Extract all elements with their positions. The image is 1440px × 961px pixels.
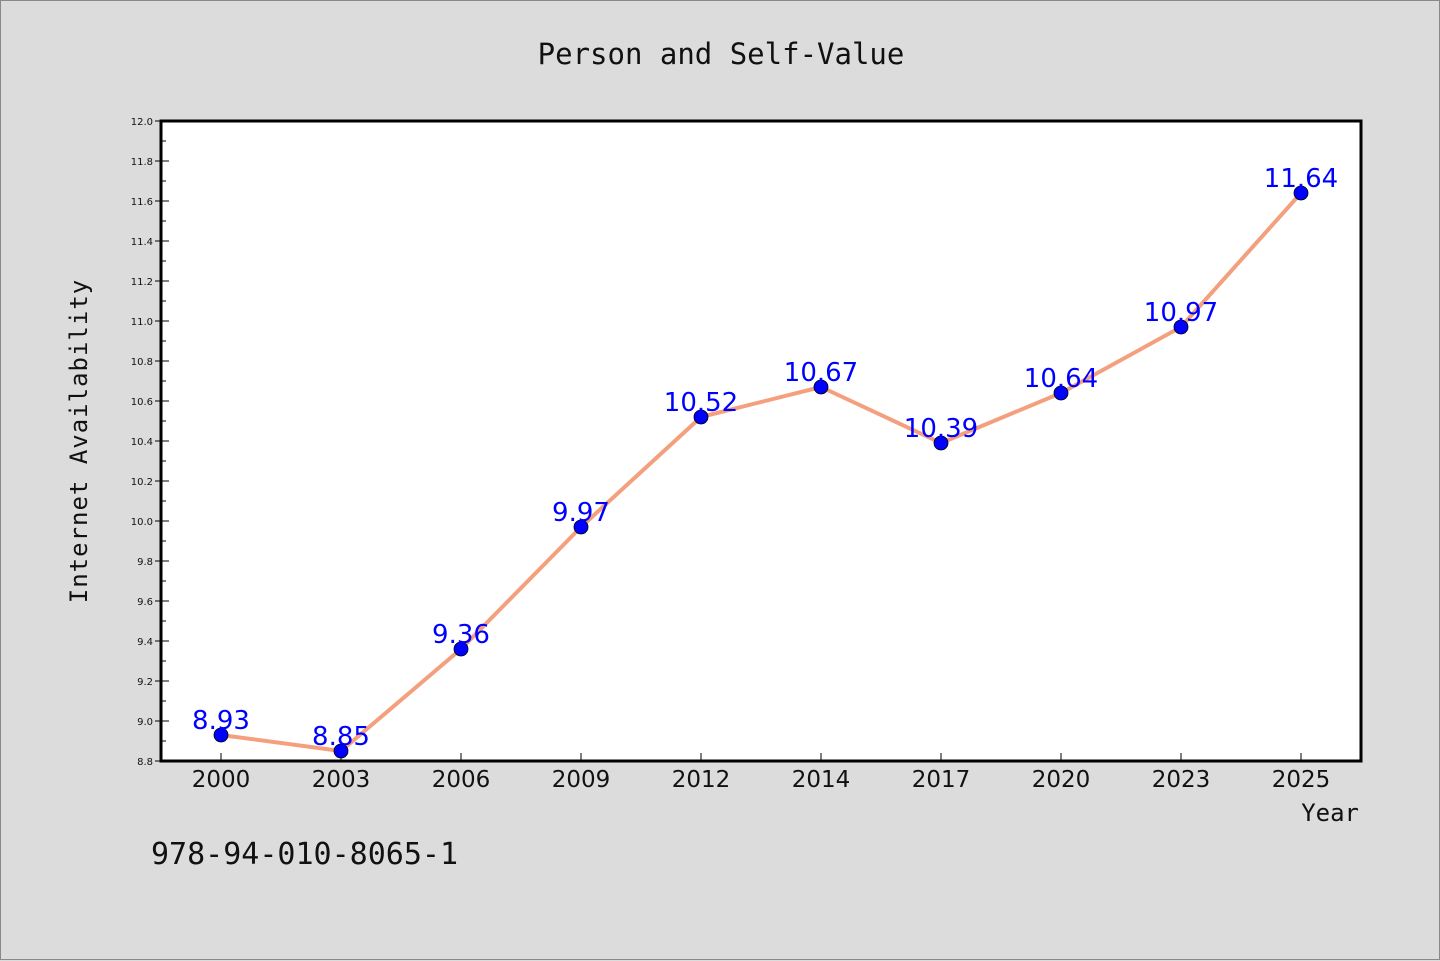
chart-title: Person and Self-Value	[538, 37, 905, 71]
x-tick-label: 2017	[912, 767, 971, 793]
series-line	[220, 191, 1303, 753]
x-tick-label: 2000	[192, 767, 251, 793]
data-label: 10.97	[1144, 298, 1218, 328]
y-tick-label: 9.2	[137, 677, 153, 688]
y-tick-label: 11.6	[131, 197, 153, 208]
data-point	[213, 727, 229, 743]
data-point	[1173, 319, 1189, 335]
data-label: 11.64	[1264, 164, 1338, 194]
y-tick-label: 8.8	[137, 757, 153, 768]
x-tick-label: 2006	[432, 767, 491, 793]
data-label: 10.67	[784, 358, 858, 388]
y-tick-label: 9.0	[137, 717, 153, 728]
x-tick-label: 2025	[1272, 767, 1331, 793]
y-tick-label: 10.4	[131, 437, 153, 448]
y-tick-label: 12.0	[131, 117, 153, 128]
series-layer: 8.93 8.85 9.36 9.97 10.52 10.67 10.39 10.64 10.9…	[192, 164, 1338, 759]
x-tick-label: 2020	[1032, 767, 1091, 793]
y-tick-label: 9.8	[137, 557, 153, 568]
y-tick-label: 10.8	[131, 357, 153, 368]
x-tick-label: 2003	[312, 767, 371, 793]
data-point	[1053, 385, 1069, 401]
y-tick-label: 9.6	[137, 597, 153, 608]
x-tick-label: 2012	[672, 767, 731, 793]
y-tick-label: 10.6	[131, 397, 153, 408]
x-tick-label: 2014	[792, 767, 851, 793]
data-label: 9.36	[432, 620, 490, 650]
x-tick-label: 2023	[1152, 767, 1211, 793]
data-point	[693, 409, 709, 425]
data-label: 10.52	[664, 388, 738, 418]
y-tick-label: 11.0	[131, 317, 153, 328]
data-label: 10.39	[904, 414, 978, 444]
data-label: 10.64	[1024, 364, 1098, 394]
data-label: 9.97	[552, 498, 610, 528]
data-point	[573, 519, 589, 535]
x-axis-label: Year	[1301, 799, 1359, 827]
data-point	[933, 435, 949, 451]
y-tick-label: 10.0	[131, 517, 153, 528]
data-point	[333, 743, 349, 759]
data-label: 8.85	[312, 722, 370, 752]
data-point	[813, 379, 829, 395]
y-axis: 8.8 9.0 9.2 9.4 9.6 9.8 10.0 10.2 10.4 10.6 10.8 11…	[131, 117, 169, 768]
plot-area	[161, 121, 1361, 761]
y-tick-label: 9.4	[137, 637, 153, 648]
data-label: 8.93	[192, 706, 250, 736]
data-point	[1293, 185, 1309, 201]
y-tick-label: 11.4	[131, 237, 153, 248]
x-tick-label: 2009	[552, 767, 611, 793]
y-tick-label: 11.8	[131, 157, 153, 168]
y-tick-label: 10.2	[131, 477, 153, 488]
plot-frame	[159, 119, 1363, 763]
y-axis-label: Internet Availability	[65, 279, 93, 603]
data-point	[453, 641, 469, 657]
isbn-annotation: 978-94-010-8065-1	[151, 837, 458, 872]
x-axis: 2000 2003 2006 2009 2012 2014 2017 2020 2023 2025	[192, 753, 1331, 793]
y-tick-label: 11.2	[131, 277, 153, 288]
